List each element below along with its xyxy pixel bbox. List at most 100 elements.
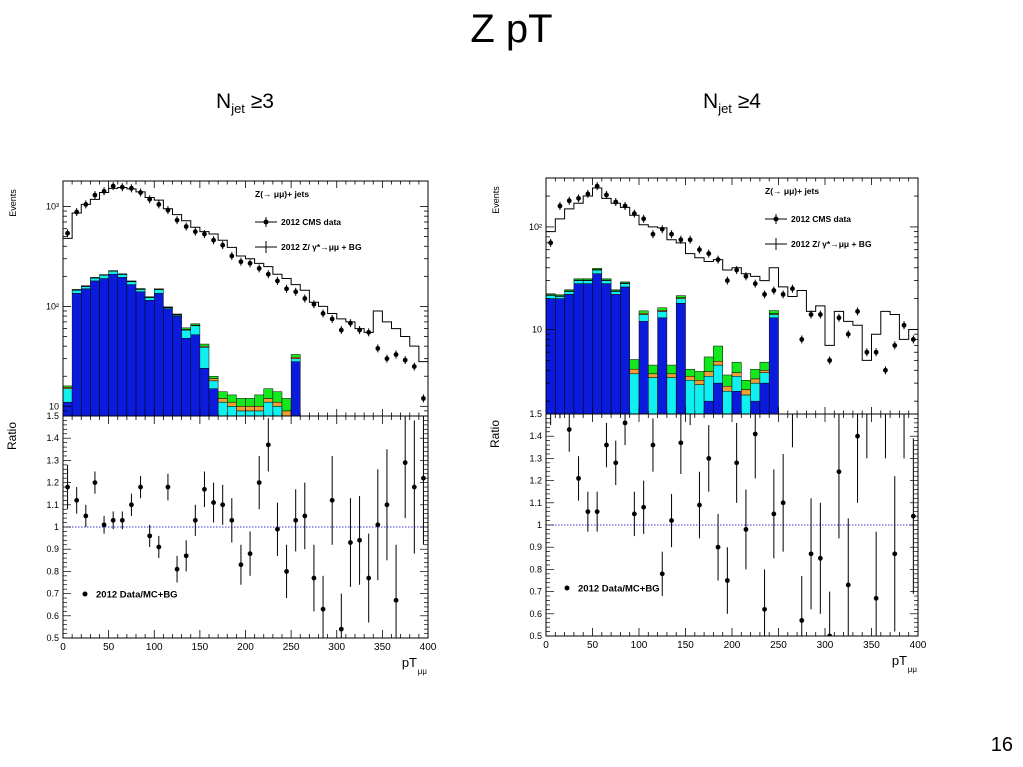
stack-bar-cyan bbox=[731, 376, 742, 392]
stack-bar-green bbox=[675, 295, 686, 298]
legend-entry-mc: 2012 Z/ γ*→μμ + BG bbox=[281, 242, 362, 252]
stack-bar-cyan bbox=[675, 298, 686, 304]
stack-bar-green bbox=[199, 343, 210, 347]
stack-bar-cyan bbox=[713, 364, 723, 384]
stack-bar-blue bbox=[582, 283, 593, 414]
stack-bar-cyan bbox=[236, 410, 246, 416]
data-point bbox=[706, 251, 712, 256]
ratio-point bbox=[302, 513, 308, 519]
ratio-legend-marker bbox=[82, 591, 88, 597]
stack-bar-cyan bbox=[592, 269, 603, 274]
stack-bar-blue bbox=[90, 280, 100, 416]
ratio-y-tick-label: 0.5 bbox=[46, 633, 59, 643]
stack-bar-green bbox=[245, 398, 255, 407]
y-tick-label: 10² bbox=[529, 222, 542, 232]
stack-bar-cyan bbox=[657, 311, 668, 319]
ratio-point bbox=[110, 517, 116, 523]
data-point bbox=[366, 329, 372, 335]
stack-bar-cyan bbox=[245, 410, 255, 416]
y-tick-label: 1.5 bbox=[529, 409, 542, 419]
data-point bbox=[174, 217, 180, 223]
ratio-pad bbox=[546, 414, 918, 636]
ratio-point bbox=[393, 597, 399, 603]
data-point bbox=[265, 271, 271, 277]
y-tick-label: 1.5 bbox=[46, 411, 59, 421]
stack-bar-green bbox=[555, 294, 565, 297]
stack-bar-cyan bbox=[629, 373, 640, 414]
stack-bar-green bbox=[592, 268, 603, 270]
stack-bar-cyan bbox=[99, 275, 109, 279]
ratio-y-tick-label: 1.2 bbox=[46, 478, 59, 488]
panel-title-sub: jet bbox=[718, 101, 732, 117]
stack-bar-orange bbox=[629, 368, 640, 375]
ratio-x-tick-label: 300 bbox=[817, 640, 834, 651]
legend-title: Z(→ μμ)+ jets bbox=[765, 186, 819, 196]
ratio-point bbox=[183, 553, 189, 559]
y-tick-label: 10 bbox=[532, 324, 542, 334]
ratio-point bbox=[836, 469, 842, 475]
distribution-pad bbox=[63, 182, 428, 416]
stack-bar-green bbox=[263, 388, 274, 399]
ratio-point bbox=[402, 460, 408, 466]
ratio-point bbox=[808, 551, 814, 557]
ratio-x-tick-label: 350 bbox=[374, 642, 391, 653]
data-point bbox=[808, 312, 814, 317]
ratio-y-tick-label: 1.1 bbox=[46, 500, 59, 510]
ratio-point bbox=[817, 555, 823, 561]
stack-bar-green bbox=[666, 364, 677, 375]
stack-bar-cyan bbox=[208, 380, 219, 389]
distribution-pad bbox=[546, 182, 918, 414]
data-point bbox=[220, 242, 226, 248]
stack-bar-cyan bbox=[108, 270, 118, 275]
panel-title-njet4: Njet ≥4 bbox=[662, 90, 802, 116]
data-point bbox=[357, 327, 362, 333]
ratio-point bbox=[411, 484, 417, 490]
ratio-point bbox=[669, 518, 674, 523]
stack-bar-cyan bbox=[63, 388, 73, 403]
data-point bbox=[402, 357, 408, 363]
stack-bar-cyan bbox=[741, 394, 751, 414]
stack-bar-blue bbox=[154, 293, 164, 416]
y-axis-label-events: Events bbox=[8, 189, 18, 217]
panel-title-main: N bbox=[216, 90, 232, 113]
stack-bar-orange bbox=[731, 372, 742, 377]
data-point bbox=[165, 207, 171, 213]
data-point bbox=[743, 273, 749, 279]
ratio-point bbox=[101, 522, 107, 528]
stack-bar-blue bbox=[199, 368, 210, 416]
stack-bar-blue bbox=[768, 317, 779, 414]
stack-bar-blue bbox=[117, 277, 128, 416]
stack-bar-cyan bbox=[759, 372, 770, 384]
stack-bar-orange bbox=[272, 401, 283, 407]
ratio-y-tick-label: 0.8 bbox=[529, 564, 542, 574]
data-point bbox=[247, 260, 253, 266]
stack-bar-green bbox=[217, 391, 228, 399]
ratio-y-tick-label: 0.7 bbox=[46, 589, 59, 599]
ratio-point bbox=[771, 511, 777, 517]
stack-bar-blue bbox=[135, 291, 146, 416]
data-point bbox=[892, 342, 898, 348]
ratio-point bbox=[845, 582, 851, 588]
ratio-point bbox=[910, 513, 916, 519]
stack-bar-green bbox=[750, 368, 761, 380]
stack-bar-cyan bbox=[81, 286, 91, 290]
data-point bbox=[836, 315, 842, 321]
data-point bbox=[724, 278, 730, 283]
ratio-y-tick-label: 0.9 bbox=[46, 544, 59, 554]
y-axis-label-ratio: Ratio bbox=[5, 422, 19, 450]
data-point bbox=[734, 267, 740, 273]
ratio-point bbox=[284, 569, 289, 574]
y-tick-label: 10² bbox=[46, 301, 59, 311]
stack-bar-cyan bbox=[722, 390, 733, 414]
stack-bar-cyan bbox=[117, 274, 128, 278]
stack-bar-blue bbox=[63, 401, 73, 416]
data-point bbox=[284, 286, 289, 292]
stack-bar-green bbox=[71, 289, 82, 291]
stack-bar-orange bbox=[685, 376, 696, 381]
data-point bbox=[320, 311, 326, 316]
stack-bar-blue bbox=[601, 283, 612, 414]
data-point bbox=[864, 349, 870, 355]
data-point bbox=[393, 352, 399, 357]
stack-bar-cyan bbox=[144, 297, 155, 301]
